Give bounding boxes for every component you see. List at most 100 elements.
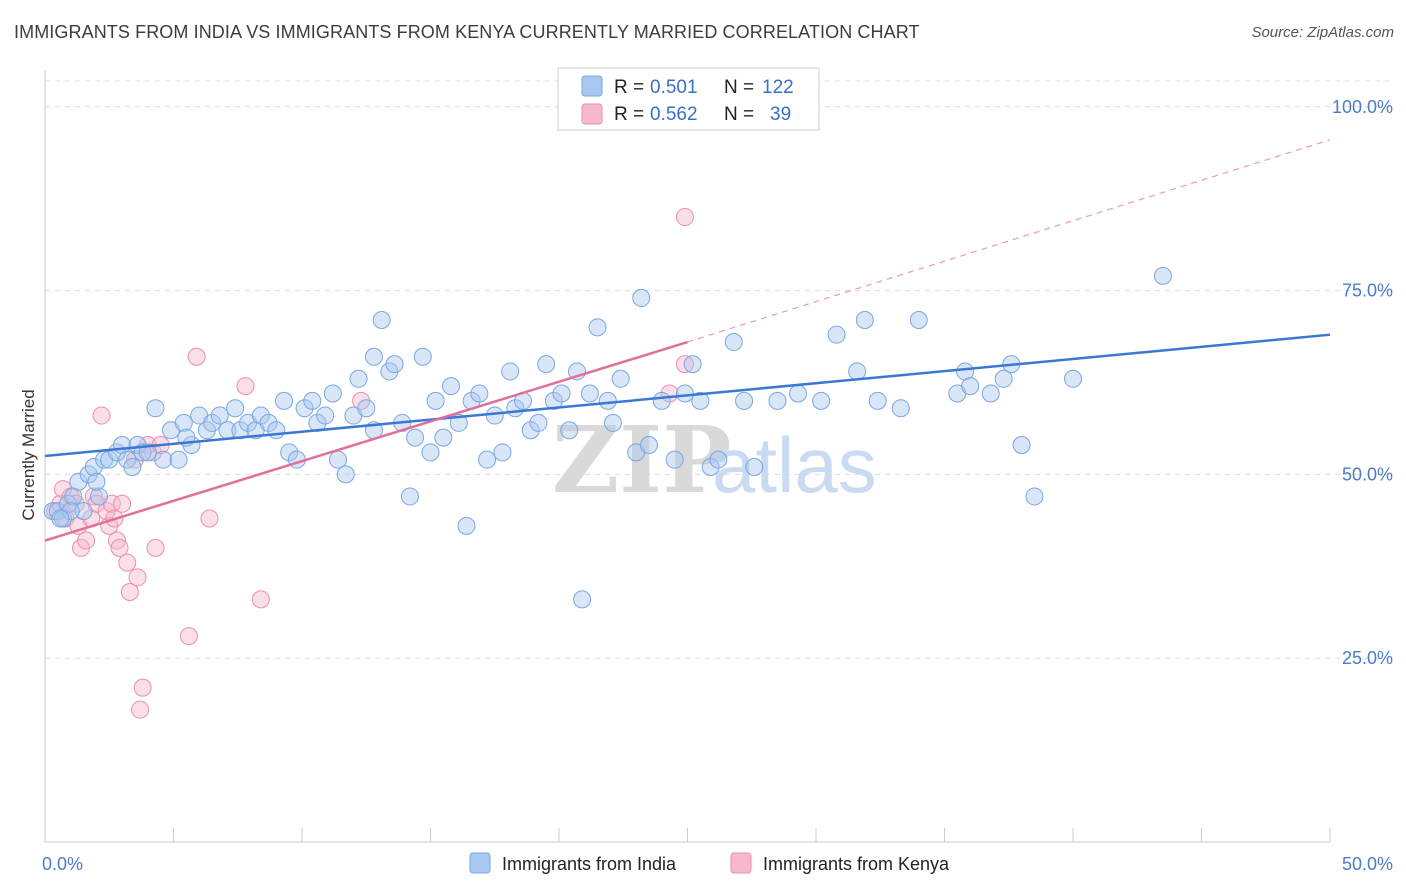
india-point-40 bbox=[295, 399, 314, 418]
india-point-115 bbox=[1064, 369, 1082, 388]
kenya-point-20 bbox=[118, 553, 137, 572]
india-point-113 bbox=[1012, 435, 1031, 454]
india-point-63 bbox=[457, 516, 476, 535]
india-point-104 bbox=[868, 391, 887, 410]
india-point-76 bbox=[552, 384, 571, 403]
india-point-77 bbox=[560, 421, 579, 440]
legend-bottom-label-kenya: Immigrants from Kenya bbox=[763, 854, 950, 874]
legend-top: R = 0.501 N = 122 R = 0.562 N = 39 bbox=[557, 67, 820, 131]
india-point-106 bbox=[909, 310, 928, 329]
legend-r-label-kenya: R = bbox=[614, 104, 644, 125]
kenya-point-27 bbox=[143, 443, 162, 462]
kenya-point-38 bbox=[675, 208, 694, 227]
india-point-84 bbox=[611, 369, 630, 388]
india-point-103 bbox=[855, 310, 874, 329]
india-point-15 bbox=[123, 458, 142, 477]
india-point-95 bbox=[724, 333, 743, 352]
india-point-60 bbox=[434, 428, 453, 447]
india-point-111 bbox=[994, 369, 1013, 388]
kenya-point-25 bbox=[133, 678, 152, 697]
india-point-92 bbox=[691, 391, 710, 410]
kenya-point-12 bbox=[92, 406, 111, 425]
india-point-74 bbox=[537, 355, 556, 374]
india-point-48 bbox=[349, 369, 368, 388]
india-point-23 bbox=[174, 413, 193, 432]
india-point-81 bbox=[588, 318, 607, 337]
india-point-28 bbox=[210, 406, 229, 425]
legend-bottom-label-india: Immigrants from India bbox=[502, 854, 677, 874]
legend-bottom: Immigrants from India Immigrants from Ke… bbox=[469, 852, 950, 874]
kenya-point-23 bbox=[128, 568, 147, 587]
india-point-6 bbox=[74, 502, 93, 521]
india-point-37 bbox=[275, 391, 294, 410]
india-point-53 bbox=[385, 355, 404, 374]
kenya-point-17 bbox=[107, 531, 126, 550]
india-point-94 bbox=[709, 450, 728, 469]
india-point-105 bbox=[891, 399, 910, 418]
india-point-91 bbox=[683, 355, 702, 374]
india-point-93 bbox=[701, 458, 720, 477]
india-point-8 bbox=[84, 458, 103, 477]
x-tick-label-min: 0.0% bbox=[42, 854, 83, 874]
india-point-119 bbox=[87, 472, 106, 491]
trend-lines bbox=[44, 139, 1331, 542]
watermark-atlas: atlas bbox=[712, 421, 877, 509]
india-point-87 bbox=[639, 435, 658, 454]
kenya-point-19 bbox=[113, 494, 132, 513]
india-point-72 bbox=[521, 421, 540, 440]
india-point-18 bbox=[138, 443, 157, 462]
india-point-109 bbox=[961, 377, 980, 396]
india-point-88 bbox=[652, 391, 671, 410]
y-tick-label-3: 100.0% bbox=[1332, 97, 1393, 117]
india-point-99 bbox=[789, 384, 808, 403]
kenya-point-31 bbox=[187, 347, 206, 366]
india-point-55 bbox=[400, 487, 419, 506]
india-point-97 bbox=[745, 458, 764, 477]
legend-r-label-india: R = bbox=[614, 77, 644, 98]
india-point-80 bbox=[580, 384, 599, 403]
legend-n-label-kenya: N = bbox=[724, 104, 754, 125]
kenya-point-34 bbox=[251, 590, 270, 609]
india-point-51 bbox=[372, 310, 391, 329]
india-point-117 bbox=[61, 502, 80, 521]
india-point-62 bbox=[449, 413, 468, 432]
kenya-point-8 bbox=[77, 531, 96, 550]
kenya-point-33 bbox=[236, 377, 255, 396]
india-point-96 bbox=[735, 391, 754, 410]
x-tick-label-max: 50.0% bbox=[1342, 854, 1393, 874]
india-point-101 bbox=[827, 325, 846, 344]
india-point-9 bbox=[89, 487, 108, 506]
india-point-22 bbox=[169, 450, 188, 469]
india-point-110 bbox=[981, 384, 1000, 403]
watermark-zip: ZIP bbox=[552, 406, 731, 514]
trend-line-kenya bbox=[44, 340, 688, 542]
india-point-73 bbox=[529, 413, 548, 432]
india-point-118 bbox=[51, 509, 70, 528]
india-point-20 bbox=[154, 450, 173, 469]
india-point-79 bbox=[573, 590, 592, 609]
y-axis-label: Currently Married bbox=[19, 389, 38, 520]
india-point-46 bbox=[336, 465, 355, 484]
india-point-30 bbox=[226, 399, 245, 418]
kenya-point-24 bbox=[131, 700, 150, 719]
trend-line-india bbox=[44, 333, 1331, 458]
legend-bottom-swatch-kenya bbox=[730, 852, 752, 874]
legend-bottom-swatch-india bbox=[469, 852, 491, 874]
india-point-57 bbox=[413, 347, 432, 366]
y-tick-label-0: 25.0% bbox=[1342, 648, 1393, 668]
india-point-83 bbox=[603, 413, 622, 432]
india-point-35 bbox=[259, 413, 278, 432]
india-point-90 bbox=[675, 384, 694, 403]
india-point-67 bbox=[485, 406, 504, 425]
y-tick-labels: 25.0% 50.0% 75.0% 100.0% bbox=[1332, 97, 1393, 668]
india-point-56 bbox=[406, 428, 425, 447]
kenya-point-10 bbox=[84, 487, 103, 506]
kenya-point-21 bbox=[120, 583, 139, 602]
india-point-98 bbox=[768, 391, 787, 410]
legend-swatch-india bbox=[581, 75, 603, 97]
india-point-66 bbox=[478, 450, 497, 469]
legend-n-label-india: N = bbox=[724, 77, 754, 98]
india-point-102 bbox=[848, 362, 867, 381]
india-point-121 bbox=[364, 347, 383, 366]
legend-swatch-kenya bbox=[581, 103, 603, 125]
